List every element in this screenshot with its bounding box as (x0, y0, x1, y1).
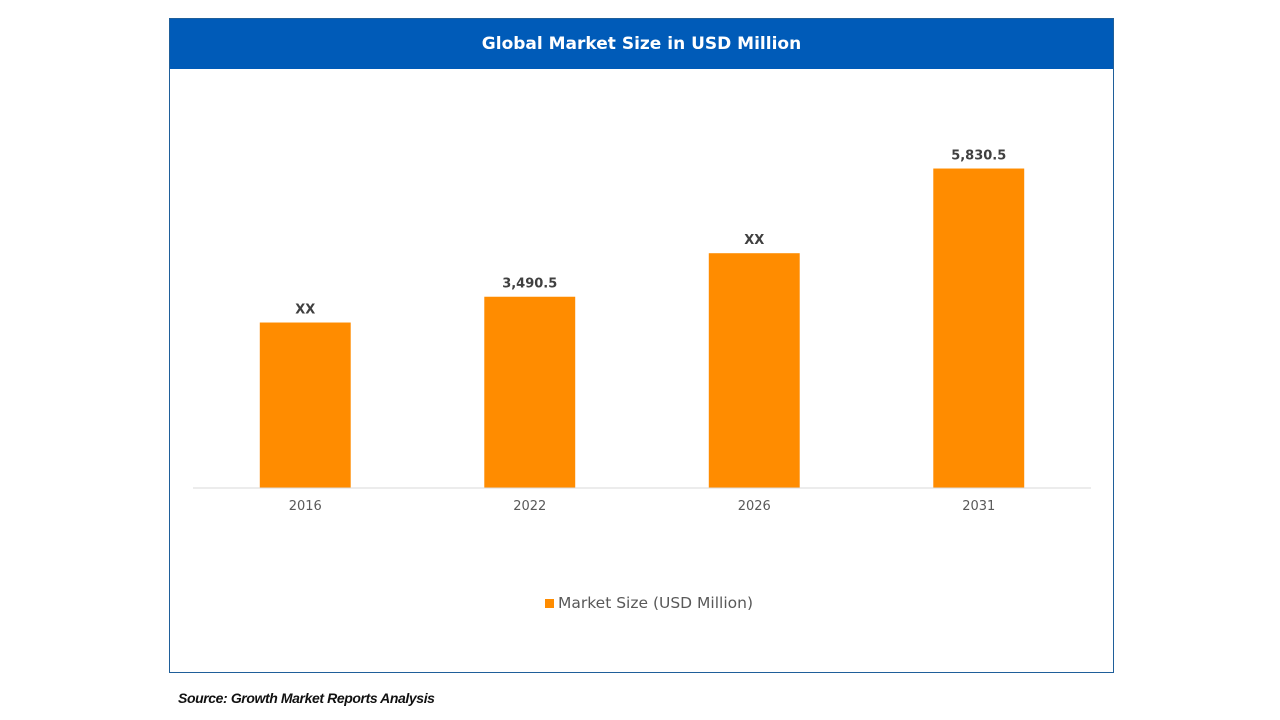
data-label-2026: XX (744, 233, 764, 248)
data-label-2022: 3,490.5 (502, 277, 557, 292)
legend-swatch (545, 599, 554, 608)
data-label-2031: 5,830.5 (951, 149, 1006, 164)
bar-2026 (708, 253, 800, 488)
chart-header: Global Market Size in USD Million (170, 19, 1113, 69)
data-label-2016: XX (295, 303, 315, 318)
legend: Market Size (USD Million) (545, 594, 753, 612)
x-tick-label-2016: 2016 (289, 499, 322, 514)
legend-label: Market Size (USD Million) (558, 594, 753, 612)
x-tick-label-2031: 2031 (962, 499, 995, 514)
x-tick-label-2026: 2026 (738, 499, 771, 514)
chart-title: Global Market Size in USD Million (481, 34, 802, 54)
bar-2016 (259, 322, 351, 488)
source-note: Source: Growth Market Reports Analysis (178, 690, 435, 706)
x-tick-label-2022: 2022 (513, 499, 546, 514)
bar-2022 (484, 296, 576, 488)
bar-2031 (933, 168, 1025, 488)
